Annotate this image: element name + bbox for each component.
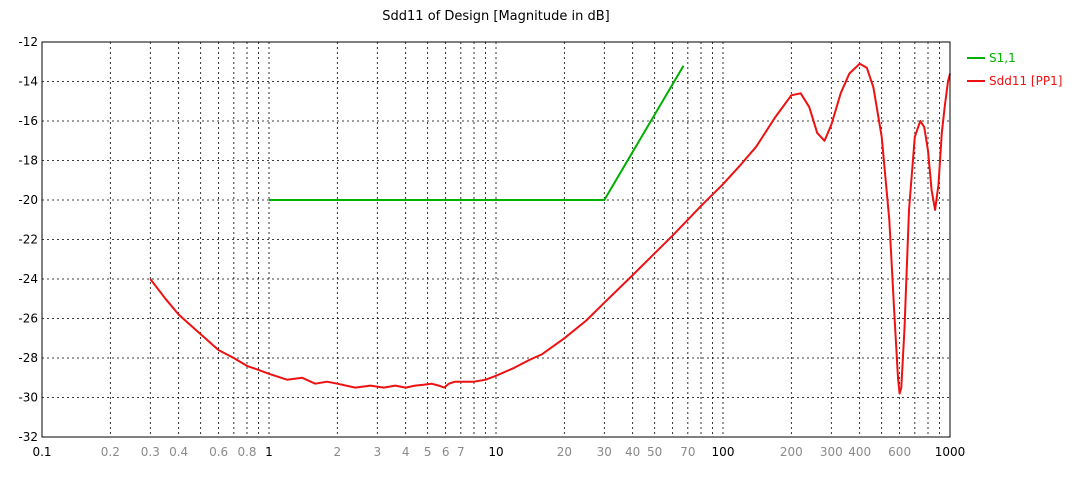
legend-label: S1,1 — [989, 51, 1016, 65]
y-tick-label: -18 — [18, 154, 38, 168]
legend-label: Sdd11 [PP1] — [989, 74, 1062, 88]
y-tick-label: -24 — [18, 272, 38, 286]
x-tick-label: 0.1 — [32, 445, 51, 459]
x-tick-label: 1000 — [935, 445, 966, 459]
x-tick-label: 0.6 — [209, 445, 228, 459]
x-tick-label: 1 — [265, 445, 273, 459]
x-tick-label: 5 — [424, 445, 432, 459]
x-tick-label: 0.3 — [141, 445, 160, 459]
x-tick-label: 0.8 — [237, 445, 256, 459]
grid — [42, 42, 950, 437]
x-axis-tick-labels: 0.1 0.2 0.3 0.4 0.6 0.8 1 2 3 4 5 6 7 10 20 30 40 50 70 100… — [32, 445, 965, 459]
y-tick-label: -22 — [18, 233, 38, 247]
x-tick-label: 30 — [597, 445, 612, 459]
y-tick-label: -30 — [18, 391, 38, 405]
series-lines — [149, 62, 951, 395]
y-axis-tick-labels: -12 -14 -16 -18 -20 -22 -24 -26 -28 -30 -32 — [18, 35, 38, 444]
x-tick-label: 70 — [680, 445, 695, 459]
x-tick-label: 600 — [888, 445, 911, 459]
y-tick-label: -26 — [18, 312, 38, 326]
series-line-1 — [269, 65, 685, 201]
x-tick-label: 2 — [334, 445, 342, 459]
x-tick-label: 0.2 — [101, 445, 120, 459]
legend-item-2[interactable]: Sdd11 [PP1] — [967, 74, 1062, 88]
x-tick-label: 3 — [373, 445, 381, 459]
legend[interactable]: S1,1 Sdd11 [PP1] — [967, 51, 1062, 88]
x-tick-label: 40 — [625, 445, 640, 459]
x-tick-label: 0.4 — [169, 445, 188, 459]
chart-title: Sdd11 of Design [Magnitude in dB] — [382, 9, 609, 24]
y-tick-label: -14 — [18, 75, 38, 89]
x-tick-label: 20 — [557, 445, 572, 459]
x-tick-label: 400 — [848, 445, 871, 459]
x-tick-label: 100 — [712, 445, 735, 459]
x-tick-label: 200 — [780, 445, 803, 459]
plot-area-frame — [41, 41, 951, 438]
y-tick-label: -16 — [18, 114, 38, 128]
y-tick-label: -12 — [18, 35, 38, 49]
legend-item-1[interactable]: S1,1 — [967, 51, 1016, 65]
x-tick-label: 4 — [402, 445, 410, 459]
series-line-2 — [149, 62, 951, 395]
x-tick-label: 6 — [442, 445, 450, 459]
x-tick-label: 50 — [647, 445, 662, 459]
y-tick-label: -28 — [18, 351, 38, 365]
x-tick-label: 7 — [457, 445, 465, 459]
y-tick-label: -32 — [18, 430, 38, 444]
x-tick-label: 10 — [488, 445, 503, 459]
x-tick-label: 300 — [820, 445, 843, 459]
y-tick-label: -20 — [18, 193, 38, 207]
